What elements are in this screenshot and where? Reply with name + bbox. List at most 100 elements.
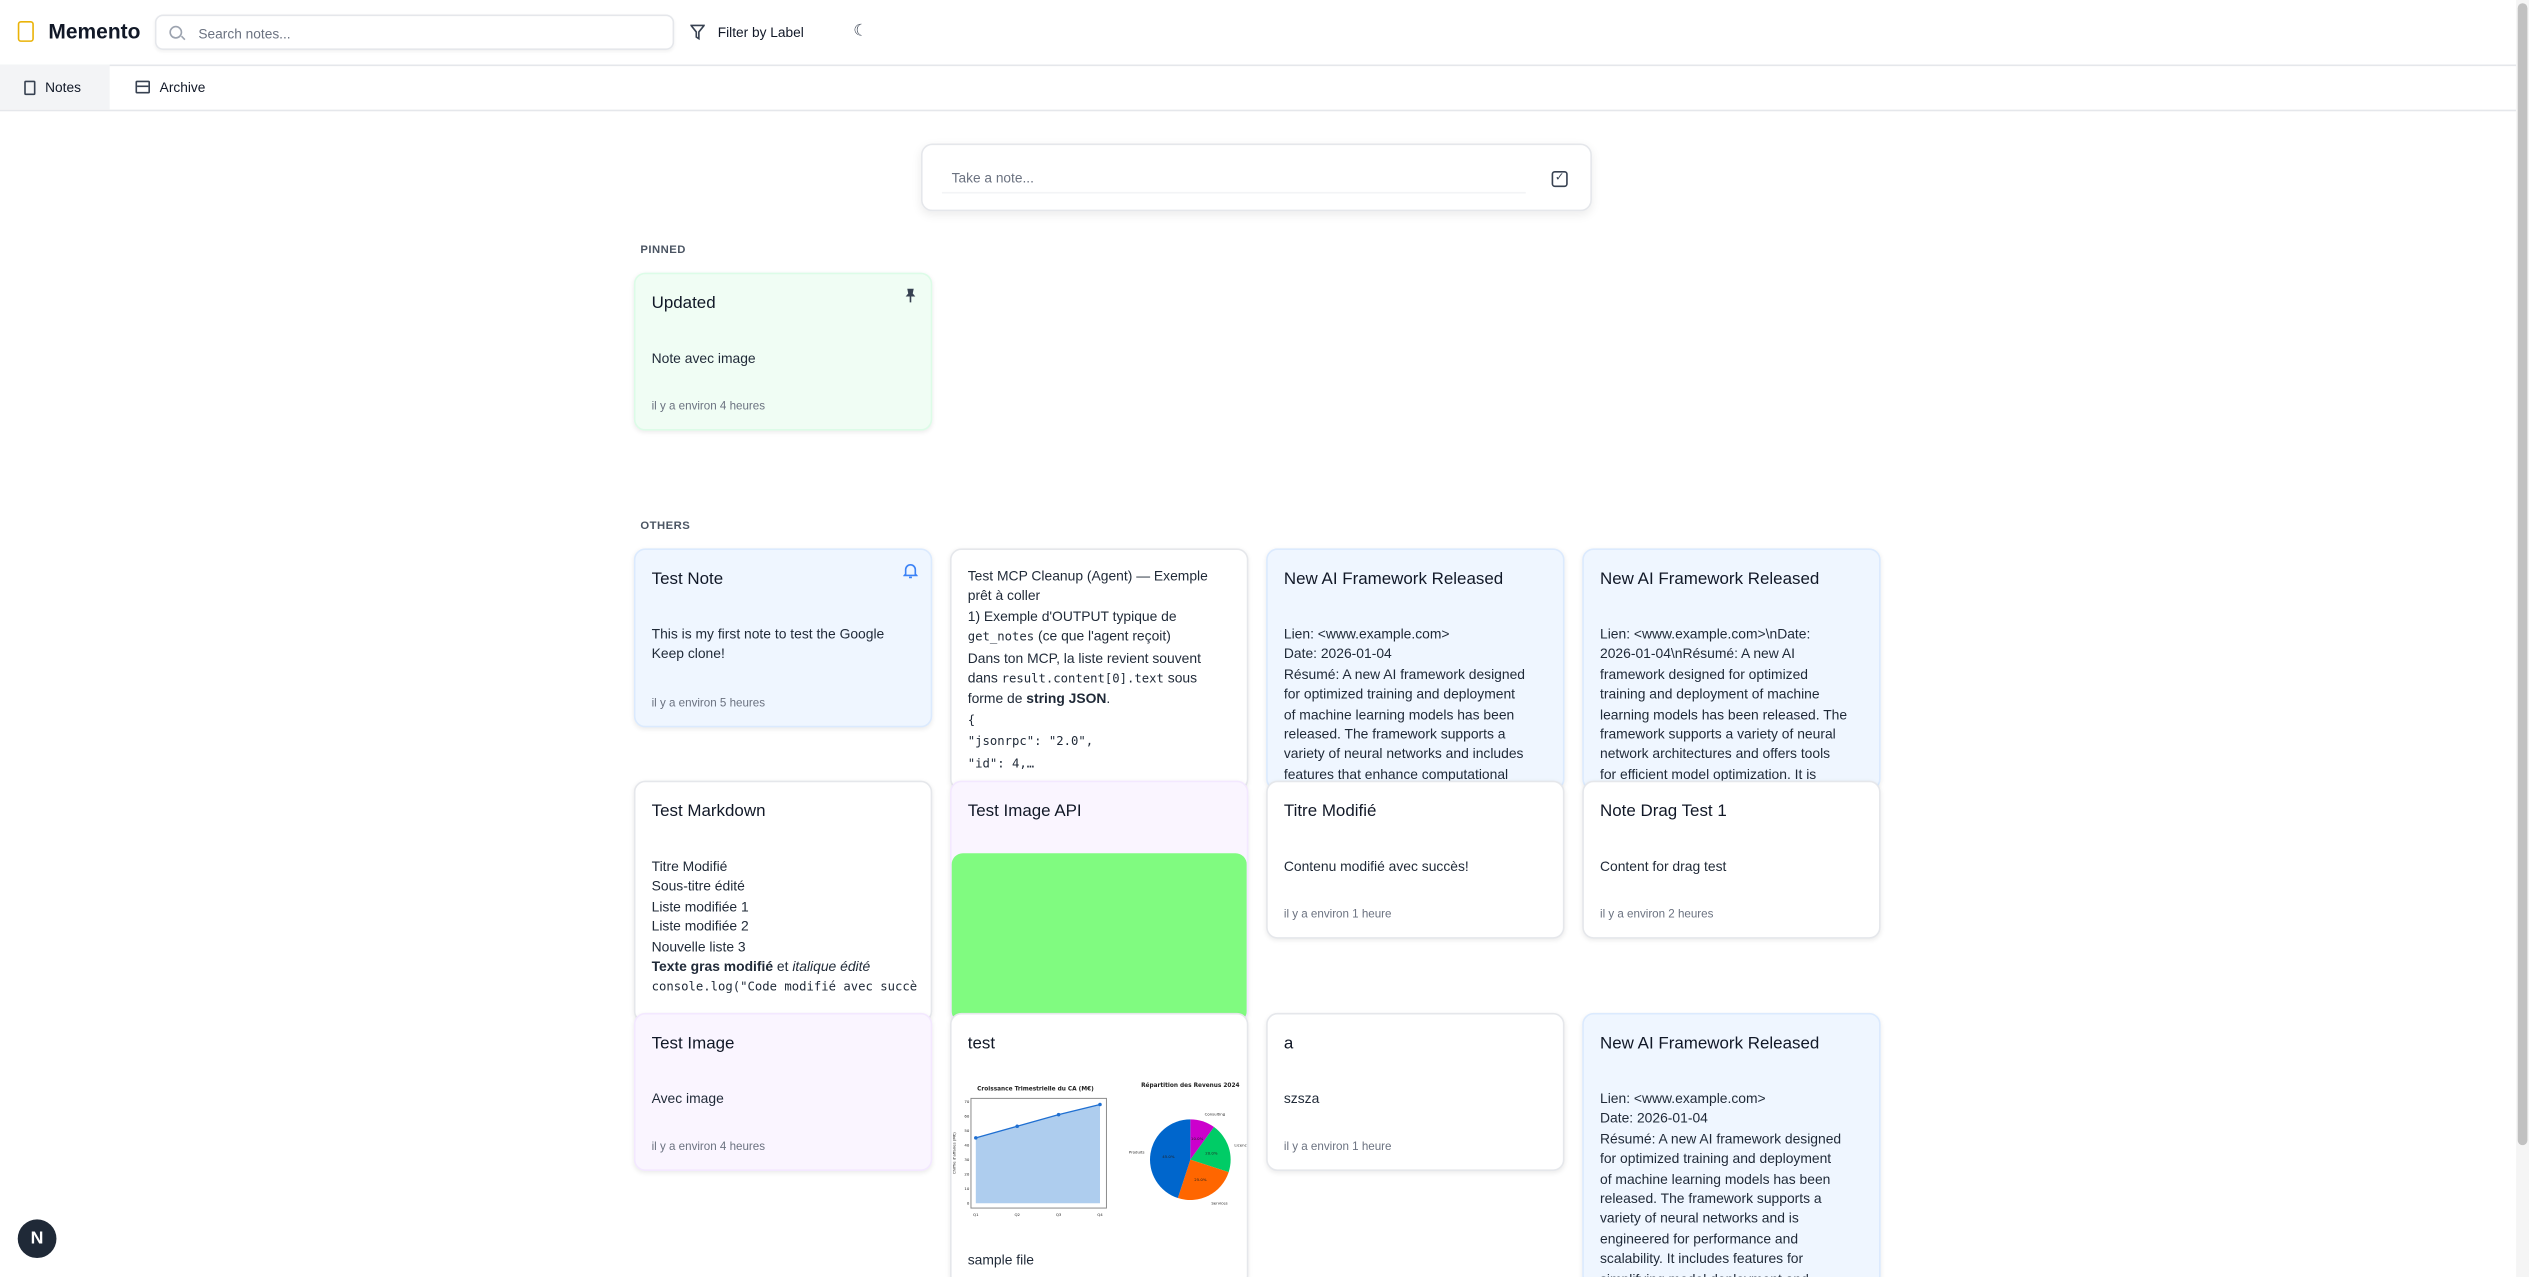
text-segment: result.content[0].text	[1001, 671, 1164, 686]
note-title: Note Drag Test 1	[1599, 801, 1727, 821]
note-card[interactable]: Test MCP Cleanup (Agent) — Exemple prêt à…	[949, 548, 1249, 791]
text-segment: Test MCP Cleanup (Agent) — Exemple	[967, 567, 1208, 584]
bell-icon[interactable]	[902, 563, 919, 582]
note-line: of machine learning models has been	[1284, 704, 1550, 724]
note-timestamp: il y a environ 1 heure	[1283, 1138, 1392, 1154]
dev-tools-badge[interactable]: N	[17, 1219, 57, 1259]
y-tick-label: 0	[967, 1201, 970, 1206]
note-line: for optimized training and deployment	[1284, 684, 1550, 704]
text-segment: training and deployment of machine	[1599, 685, 1820, 702]
text-segment: Date: 2026-01-04	[1599, 1110, 1708, 1127]
note-line: 1) Exemple d'OUTPUT typique de	[968, 606, 1234, 626]
note-title: Test Markdown	[651, 801, 766, 821]
note-timestamp: il y a environ 4 heures	[651, 1138, 766, 1154]
note-line: variety of neural networks and includes	[1284, 744, 1550, 764]
note-title: Updated	[651, 293, 716, 313]
note-title: Titre Modifié	[1283, 801, 1377, 821]
pie-label: Services	[1211, 1200, 1227, 1205]
text-segment: Lien: <www.example.com>\nDate:	[1599, 625, 1811, 642]
line-chart-series	[975, 1103, 1101, 1139]
note-line: training and deployment of machine	[1600, 684, 1866, 704]
text-segment: et	[773, 958, 793, 975]
text-segment: italique édité	[792, 958, 871, 975]
text-segment: framework supports a variety of neural	[1599, 725, 1836, 742]
note-line: sample file	[968, 1250, 1234, 1270]
note-title: New AI Framework Released	[1599, 569, 1820, 589]
text-segment: prêt à coller	[967, 587, 1041, 604]
text-segment: sous	[1163, 669, 1198, 686]
search-icon	[169, 25, 183, 39]
note-card[interactable]: Updated Note avec image il y a environ 4 h…	[633, 272, 933, 431]
note-card[interactable]: Titre Modifié Contenu modifié avec succès…	[1266, 780, 1565, 939]
text-segment: console.log("Code modifié avec succès")	[651, 979, 918, 995]
text-segment: Dans ton MCP, la liste revient souvent	[967, 649, 1201, 666]
search-input[interactable]	[195, 20, 654, 47]
text-segment: for efficient model optimization. It is	[1599, 765, 1817, 783]
note-timestamp: il y a environ 4 heures	[651, 398, 766, 413]
others-heading: OTHERS	[640, 520, 691, 533]
note-card[interactable]: Test Image API	[949, 780, 1249, 1023]
note-card[interactable]: Test Markdown Titre Modifié Sous-titre édi…	[633, 780, 933, 1023]
tab-notes[interactable]: Notes	[0, 64, 110, 110]
text-segment: This is my first note to test the Google	[651, 625, 885, 642]
note-card[interactable]: New AI Framework Released Lien: <www.exam…	[1582, 548, 1881, 791]
text-segment: Liste modifiée 2	[651, 918, 749, 935]
pie-slice-produits	[1149, 1119, 1191, 1199]
note-line: released. The framework supports a	[1284, 724, 1550, 744]
note-body: Note avec image	[652, 348, 918, 368]
pin-icon[interactable]	[903, 287, 918, 306]
text-segment: Date: 2026-01-04	[1283, 645, 1392, 662]
text-segment: Résumé: A new AI framework designed	[1599, 1130, 1842, 1147]
note-line: engineered for performance and	[1600, 1229, 1866, 1249]
note-line: Avec image	[652, 1089, 918, 1109]
pie-chart-title: Répartition des Revenus 2024	[1141, 1082, 1239, 1089]
note-card[interactable]: Test Note This is my first note to test t…	[633, 548, 933, 728]
note-body: Test MCP Cleanup (Agent) — Exemple prêt à…	[968, 566, 1234, 774]
app-title: Memento	[48, 19, 141, 44]
note-card[interactable]: test Croissance Trimestrielle du CA (M€) 0…	[949, 1012, 1249, 1277]
note-line: Content for drag test	[1600, 856, 1866, 876]
tab-archive[interactable]: Archive	[135, 65, 205, 110]
line-chart-point	[1098, 1102, 1102, 1107]
note-card[interactable]: Test Image Avec image il y a environ 4 heu…	[633, 1012, 933, 1171]
take-note-input[interactable]	[941, 161, 1526, 194]
note-title: Test Image API	[967, 801, 1082, 821]
note-line: Sous-titre édité	[652, 876, 918, 896]
pie-label: Produits	[1129, 1150, 1145, 1155]
text-segment: szsza	[1283, 1090, 1320, 1107]
note-body: Lien: <www.example.com> Date: 2026-01-04 R…	[1284, 624, 1550, 784]
checkbox-icon[interactable]: ✓	[1551, 170, 1568, 188]
line-chart-point	[1056, 1112, 1061, 1117]
note-line: Lien: <www.example.com>\nDate:	[1600, 624, 1866, 644]
note-line: network architectures and offers tools	[1600, 744, 1866, 764]
note-line: of machine learning models has been	[1600, 1169, 1866, 1189]
note-card[interactable]: New AI Framework Released Lien: <www.exam…	[1266, 548, 1565, 791]
scrollbar[interactable]	[2516, 0, 2529, 1277]
text-segment: string JSON	[1026, 691, 1107, 708]
note-line: Liste modifiée 2	[652, 916, 918, 936]
text-segment: Titre Modifié	[651, 858, 728, 875]
note-line: Test MCP Cleanup (Agent) — Exemple	[968, 566, 1234, 586]
note-line: This is my first note to test the Google	[652, 624, 918, 644]
text-segment: for optimized training and deployment	[1283, 685, 1516, 702]
note-composer: ✓	[920, 143, 1592, 212]
tab-bar: Notes Archive	[0, 64, 2517, 112]
tab-notes-label: Notes	[45, 79, 81, 96]
filter-by-label-button[interactable]: Filter by Label	[690, 19, 804, 45]
note-card[interactable]: New AI Framework Released Lien: <www.exam…	[1582, 1012, 1881, 1277]
pie-label: Licences	[1234, 1142, 1248, 1147]
note-line: Note avec image	[652, 348, 918, 368]
note-title: test	[967, 1033, 996, 1054]
note-timestamp: il y a environ 1 heure	[1283, 906, 1392, 921]
scrollbar-thumb[interactable]	[2517, 3, 2528, 1146]
text-segment: Contenu modifié avec succès!	[1283, 858, 1469, 875]
note-card[interactable]: a szsza il y a environ 1 heure	[1266, 1012, 1565, 1171]
text-segment: variety of neural networks and includes	[1283, 745, 1524, 762]
note-body: Lien: <www.example.com> Date: 2026-01-04 R…	[1600, 1089, 1866, 1277]
line-chart-area	[975, 1104, 1100, 1204]
moon-icon[interactable]: ☾	[853, 22, 868, 41]
note-line: for optimized training and deployment	[1600, 1149, 1866, 1169]
note-card[interactable]: Note Drag Test 1 Content for drag test il …	[1582, 780, 1881, 939]
search-box[interactable]	[154, 14, 675, 50]
archive-icon	[135, 80, 150, 94]
